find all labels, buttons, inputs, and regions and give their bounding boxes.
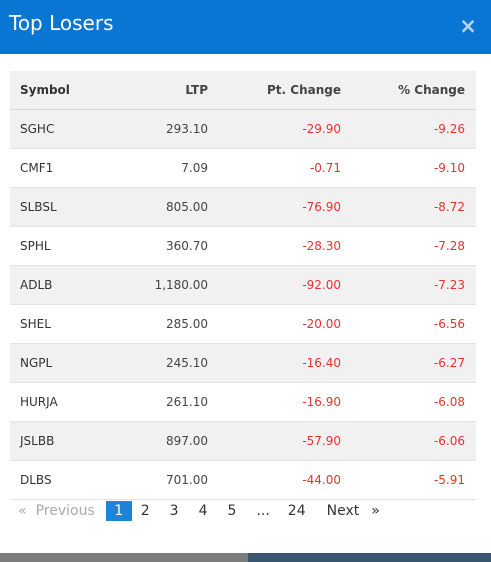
cell-symbol: SGHC [10, 109, 110, 149]
prev-arrow-icon: « [18, 503, 27, 519]
page-button-4[interactable]: 4 [198, 503, 208, 519]
next-page-button[interactable]: Next [326, 503, 360, 519]
cell-pct-change: -8.72 [341, 187, 476, 227]
cell-pct-change: -9.10 [341, 148, 476, 188]
table-header-row: Symbol LTP Pt. Change % Change [10, 71, 476, 110]
footer-bar-right [248, 553, 491, 562]
cell-ltp: 1,180.00 [110, 265, 208, 305]
table-row: HURJA 261.10 -16.90 -6.08 [10, 382, 476, 422]
column-header-pt-change[interactable]: Pt. Change [208, 71, 341, 110]
column-header-ltp[interactable]: LTP [110, 71, 208, 110]
close-icon[interactable]: × [459, 14, 477, 38]
column-header-symbol[interactable]: Symbol [10, 71, 110, 110]
cell-symbol: CMF1 [10, 148, 110, 188]
cell-pt-change: -16.90 [208, 382, 341, 422]
cell-pt-change: -76.90 [208, 187, 341, 227]
cell-pct-change: -6.06 [341, 421, 476, 461]
next-arrow-icon[interactable]: » [371, 503, 380, 519]
cell-pt-change: -44.00 [208, 460, 341, 500]
losers-table: Symbol LTP Pt. Change % Change SGHC 293.… [10, 71, 476, 500]
page-button-1[interactable]: 1 [105, 501, 132, 521]
pagination-ellipsis: ... [256, 503, 270, 519]
cell-pt-change: -92.00 [208, 265, 341, 305]
cell-symbol: SPHL [10, 226, 110, 266]
cell-pt-change: -16.40 [208, 343, 341, 383]
losers-table-container: Symbol LTP Pt. Change % Change SGHC 293.… [10, 71, 476, 500]
cell-pt-change: -57.90 [208, 421, 341, 461]
table-row: SLBSL 805.00 -76.90 -8.72 [10, 187, 476, 227]
cell-pct-change: -6.08 [341, 382, 476, 422]
modal-title: Top Losers [9, 11, 114, 35]
cell-symbol: SHEL [10, 304, 110, 344]
table-row: CMF1 7.09 -0.71 -9.10 [10, 148, 476, 188]
table-row: ADLB 1,180.00 -92.00 -7.23 [10, 265, 476, 305]
cell-ltp: 261.10 [110, 382, 208, 422]
cell-ltp: 805.00 [110, 187, 208, 227]
cell-pt-change: -0.71 [208, 148, 341, 188]
table-row: SGHC 293.10 -29.90 -9.26 [10, 109, 476, 149]
cell-ltp: 360.70 [110, 226, 208, 266]
cell-ltp: 897.00 [110, 421, 208, 461]
table-row: NGPL 245.10 -16.40 -6.27 [10, 343, 476, 383]
cell-ltp: 7.09 [110, 148, 208, 188]
page-button-3[interactable]: 3 [169, 503, 179, 519]
table-row: SPHL 360.70 -28.30 -7.28 [10, 226, 476, 266]
page-button-5[interactable]: 5 [227, 503, 237, 519]
cell-pct-change: -7.23 [341, 265, 476, 305]
cell-symbol: DLBS [10, 460, 110, 500]
page-button-2[interactable]: 2 [140, 503, 150, 519]
column-header-pct-change[interactable]: % Change [341, 71, 476, 110]
page-button-24[interactable]: 24 [287, 503, 306, 519]
pagination: « Previous 1 2 3 4 5 ... 24 Next » [18, 500, 380, 522]
table-row: JSLBB 897.00 -57.90 -6.06 [10, 421, 476, 461]
cell-symbol: NGPL [10, 343, 110, 383]
modal-header: Top Losers × [0, 0, 491, 54]
cell-pt-change: -20.00 [208, 304, 341, 344]
cell-pct-change: -6.27 [341, 343, 476, 383]
cell-pt-change: -28.30 [208, 226, 341, 266]
cell-ltp: 285.00 [110, 304, 208, 344]
footer-bar-left [0, 553, 248, 562]
cell-symbol: HURJA [10, 382, 110, 422]
cell-pct-change: -9.26 [341, 109, 476, 149]
cell-ltp: 245.10 [110, 343, 208, 383]
cell-symbol: JSLBB [10, 421, 110, 461]
table-row: DLBS 701.00 -44.00 -5.91 [10, 460, 476, 500]
cell-ltp: 701.00 [110, 460, 208, 500]
previous-page-button: Previous [35, 503, 95, 519]
cell-pct-change: -7.28 [341, 226, 476, 266]
cell-symbol: SLBSL [10, 187, 110, 227]
cell-pt-change: -29.90 [208, 109, 341, 149]
cell-symbol: ADLB [10, 265, 110, 305]
cell-ltp: 293.10 [110, 109, 208, 149]
cell-pct-change: -6.56 [341, 304, 476, 344]
cell-pct-change: -5.91 [341, 460, 476, 500]
table-row: SHEL 285.00 -20.00 -6.56 [10, 304, 476, 344]
